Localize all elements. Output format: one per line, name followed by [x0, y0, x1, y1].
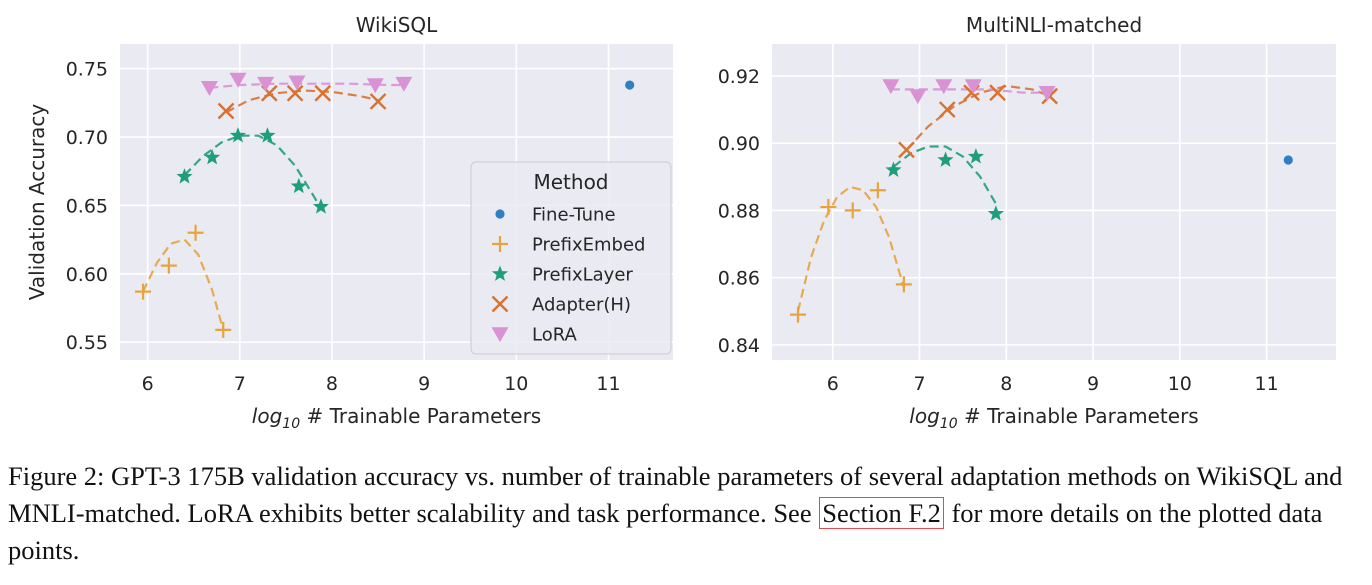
legend-marker [492, 236, 508, 252]
fit-curve-prefixlayer [183, 134, 322, 209]
data-point-prefixembed [135, 283, 152, 300]
data-point-prefixlayer [176, 168, 193, 184]
chart-panel-2: 6 7 8 9 10 11 0.84 0.86 0.88 0.90 0.92 MultiNLI-mat… [718, 13, 1336, 432]
x-tick-label: 7 [913, 373, 925, 395]
x-tick-label: 10 [504, 373, 528, 395]
data-point-prefixembed [215, 321, 232, 338]
data-point-prefixembed [160, 257, 177, 274]
figure: 6 7 8 9 10 11 0.55 0.60 0.65 0.70 0.75 WikiSQL log10… [25, 13, 1336, 432]
chart-title: WikiSQL [356, 13, 438, 37]
plot-background [772, 44, 1336, 360]
x-tick-label: 6 [142, 373, 154, 395]
data-point-prefixlayer [967, 148, 984, 164]
data-point-adapterh [369, 93, 387, 110]
caption-text-after: for more details on the plotted data poi… [8, 498, 1323, 565]
data-point-prefixembed [895, 276, 912, 293]
y-tick-label: 0.60 [66, 264, 108, 286]
x-tick-label: 7 [234, 373, 246, 395]
x-tick-label: 8 [326, 373, 338, 395]
data-point-prefixlayer [204, 149, 221, 165]
x-tick-label: 10 [1168, 373, 1192, 395]
data-point-lora [1038, 85, 1056, 101]
data-point-lora [257, 76, 275, 92]
legend-label: Fine-Tune [532, 205, 616, 226]
data-point-prefixlayer [885, 161, 902, 177]
legend: Method Fine-Tune PrefixEmbed PrefixLayer Ada… [470, 161, 672, 355]
legend-label: LoRA [532, 325, 578, 346]
data-point-finetune [625, 80, 635, 90]
data-point-lora [882, 79, 900, 95]
data-point-adapterh [989, 84, 1006, 102]
data-point-prefixlayer [937, 151, 954, 167]
data-point-prefixembed [187, 224, 204, 241]
y-tick-label: 0.92 [718, 66, 760, 88]
data-point-prefixembed [844, 202, 861, 219]
x-tick-label: 6 [827, 373, 839, 395]
fit-curve-lora [209, 82, 404, 89]
data-point-adapterh [314, 84, 332, 102]
y-tick-label: 0.75 [66, 59, 108, 81]
legend-label: Adapter(H) [532, 295, 631, 316]
data-point-prefixembed [820, 199, 837, 216]
x-axis-label: log10 # Trainable Parameters [252, 404, 541, 432]
data-point-lora [909, 89, 927, 105]
data-point-lora [964, 79, 982, 95]
legend-marker [495, 209, 505, 219]
legend-box [470, 161, 672, 355]
x-tick-label: 11 [596, 373, 620, 395]
y-tick-label: 0.88 [718, 200, 760, 222]
fit-curve-prefixembed [142, 238, 225, 331]
data-point-finetune [1283, 155, 1293, 165]
data-point-adapterh [286, 84, 304, 102]
caption-text-before: Figure 2: GPT-3 175B validation accuracy… [8, 461, 1343, 528]
data-point-prefixlayer [312, 198, 330, 214]
y-axis-label: Validation Accuracy [25, 104, 49, 301]
x-axis-label: log10 # Trainable Parameters [909, 404, 1198, 432]
chart-panel-1: 6 7 8 9 10 11 0.55 0.60 0.65 0.70 0.75 WikiSQL log10… [25, 13, 673, 432]
data-point-prefixembed [790, 306, 807, 323]
y-tick-label: 0.84 [718, 335, 760, 357]
section-link[interactable]: Section F.2 [819, 497, 944, 529]
data-point-prefixlayer [987, 205, 1004, 221]
data-point-prefixlayer [229, 127, 247, 143]
legend-marker [491, 265, 509, 281]
fit-curve-adapterh [905, 84, 1051, 151]
chart-title: MultiNLI-matched [966, 13, 1142, 37]
y-tick-label: 0.90 [718, 133, 760, 155]
data-point-lora [200, 80, 218, 96]
legend-title: Method [533, 170, 608, 194]
data-point-prefixembed [869, 182, 886, 199]
data-point-lora [366, 78, 384, 94]
figure-caption: Figure 2: GPT-3 175B validation accuracy… [8, 458, 1364, 569]
data-point-adapterh [898, 141, 915, 159]
legend-marker [491, 295, 509, 313]
data-point-lora [288, 75, 306, 91]
y-tick-label: 0.70 [66, 127, 108, 149]
x-tick-label: 11 [1254, 373, 1278, 395]
data-point-adapterh [938, 101, 956, 118]
x-tick-label: 9 [418, 373, 430, 395]
legend-label: PrefixLayer [532, 265, 633, 286]
y-tick-label: 0.86 [718, 268, 760, 290]
data-point-adapterh [217, 102, 235, 120]
data-point-prefixlayer [259, 127, 276, 143]
data-point-lora [229, 72, 247, 88]
y-tick-label: 0.55 [66, 332, 108, 354]
data-point-lora [395, 76, 413, 92]
data-point-prefixlayer [290, 177, 307, 194]
data-point-lora [935, 79, 953, 95]
legend-marker [491, 327, 509, 343]
x-tick-label: 8 [1000, 373, 1012, 395]
legend-label: PrefixEmbed [532, 235, 645, 256]
y-tick-label: 0.65 [66, 195, 108, 217]
x-tick-label: 9 [1087, 373, 1099, 395]
